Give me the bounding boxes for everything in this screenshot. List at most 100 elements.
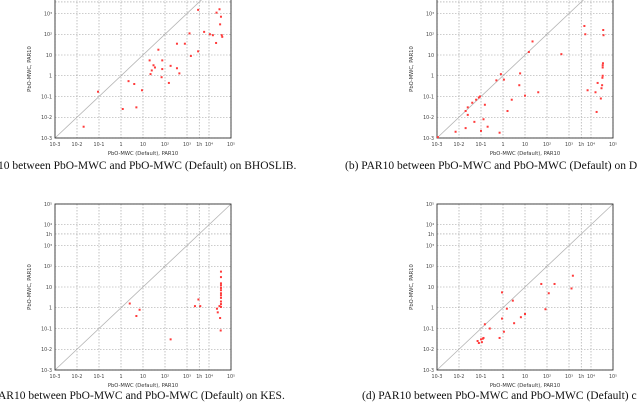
diagonal-line xyxy=(436,203,614,371)
svg-text:10⁵: 10⁵ xyxy=(609,142,617,148)
svg-text:10⁴: 10⁴ xyxy=(44,223,52,229)
caption-d: (d) PAR10 between PbO-MWC and PbO-MWC (D… xyxy=(362,390,637,402)
svg-text:10²: 10² xyxy=(426,32,434,38)
svg-text:10-3: 10-3 xyxy=(423,368,434,374)
svg-text:1h: 1h xyxy=(578,142,584,148)
svg-text:10-2: 10-2 xyxy=(41,115,52,121)
svg-text:10³: 10³ xyxy=(565,374,573,380)
svg-text:10: 10 xyxy=(46,285,52,291)
svg-text:10-3: 10-3 xyxy=(423,136,434,142)
svg-text:10²: 10² xyxy=(44,32,52,38)
svg-text:10⁵: 10⁵ xyxy=(609,374,617,380)
svg-text:10-2: 10-2 xyxy=(423,115,434,121)
svg-text:10: 10 xyxy=(428,285,434,291)
svg-text:10⁴: 10⁴ xyxy=(587,374,595,380)
svg-text:10-1: 10-1 xyxy=(41,94,52,100)
svg-text:10-3: 10-3 xyxy=(50,374,61,380)
svg-text:10⁵: 10⁵ xyxy=(44,202,52,208)
svg-text:10-1: 10-1 xyxy=(476,374,487,380)
svg-text:10³: 10³ xyxy=(183,142,191,148)
svg-text:1h: 1h xyxy=(196,374,202,380)
svg-text:10-3: 10-3 xyxy=(432,142,443,148)
svg-text:10³: 10³ xyxy=(426,243,434,249)
svg-text:10²: 10² xyxy=(543,374,551,380)
svg-text:10-2: 10-2 xyxy=(454,374,465,380)
svg-text:1: 1 xyxy=(431,74,434,80)
svg-text:10⁴: 10⁴ xyxy=(205,374,213,380)
chart-a-svg: 10-3 10-2 10-1 1 10 10² 10³ 1h 10⁴ 10⁵10-310-210-… xyxy=(27,0,236,157)
svg-text:10³: 10³ xyxy=(44,243,52,249)
y-axis-label: PbO-MWC, PAR10 xyxy=(409,46,415,92)
plot-frame xyxy=(54,203,232,371)
y-tick-labels: 10-3 10-2 10-1 1 10 10² 10³ 1h 10⁴ 10⁵ xyxy=(41,202,52,374)
diagonal-line xyxy=(54,203,232,371)
svg-text:1h: 1h xyxy=(196,142,202,148)
svg-text:1h: 1h xyxy=(46,232,52,238)
svg-text:1h: 1h xyxy=(578,374,584,380)
svg-text:1: 1 xyxy=(119,374,122,380)
svg-text:10²: 10² xyxy=(426,264,434,270)
svg-text:10-2: 10-2 xyxy=(72,142,83,148)
svg-text:10⁴: 10⁴ xyxy=(205,142,213,148)
svg-text:10: 10 xyxy=(140,374,146,380)
grid-lines xyxy=(54,0,232,139)
chart-d: 10-3 10-2 10-1 1 10 10² 10³ 1h 10⁴ 10⁵ 10-3 10-2 10-… xyxy=(320,190,640,390)
svg-text:10: 10 xyxy=(140,142,146,148)
svg-text:10-2: 10-2 xyxy=(454,142,465,148)
svg-text:10-1: 10-1 xyxy=(94,374,105,380)
caption-b: (b) PAR10 between PbO-MWC and PbO-MWC (D… xyxy=(345,160,638,172)
svg-text:10-2: 10-2 xyxy=(41,347,52,353)
svg-text:10-3: 10-3 xyxy=(41,368,52,374)
chart-c-svg: 10-3 10-2 10-1 1 10 10² 10³ 1h 10⁴ 10⁵10-310-210-… xyxy=(27,202,235,389)
caption-c: AR10 between PbO-MWC and PbO-MWC (Defaul… xyxy=(0,390,285,402)
svg-text:10-1: 10-1 xyxy=(94,142,105,148)
x-tick-labels: 10-3 10-2 10-1 1 10 10² 10³ 1h 10⁴ 10⁵ xyxy=(50,142,236,148)
svg-text:10²: 10² xyxy=(44,264,52,270)
plot-frame xyxy=(436,203,614,371)
svg-text:10-1: 10-1 xyxy=(476,142,487,148)
svg-text:10²: 10² xyxy=(161,374,169,380)
svg-text:10-2: 10-2 xyxy=(423,347,434,353)
svg-text:10⁵: 10⁵ xyxy=(227,374,235,380)
caption-a: 10 between PbO-MWC and PbO-MWC (Default)… xyxy=(0,160,297,172)
x-axis-label: PbO-MWC (Default), PAR10 xyxy=(490,151,560,157)
svg-text:10: 10 xyxy=(46,53,52,59)
grid-lines xyxy=(436,0,614,139)
y-tick-labels: 10-3 10-2 10-1 1 10 10² 10³ 1h 10⁴ 10⁵ xyxy=(423,202,434,374)
svg-text:10⁵: 10⁵ xyxy=(227,142,235,148)
x-axis-label: PbO-MWC (Default), PAR10 xyxy=(108,383,178,389)
chart-b: 10-3 10-2 10-1 1 10 10² 10³ 1h 10⁴ 10⁵ 10-3 10-2 10-… xyxy=(320,0,640,170)
svg-text:10: 10 xyxy=(522,142,528,148)
chart-a: 10-3 10-2 10-1 1 10 10² 10³ 1h 10⁴ 10⁵ 10-3 10-2 10-… xyxy=(0,0,320,170)
y-axis-label: PbO-MWC, PAR10 xyxy=(409,264,415,310)
svg-text:10²: 10² xyxy=(161,142,169,148)
svg-text:1: 1 xyxy=(501,142,504,148)
svg-text:10-1: 10-1 xyxy=(41,326,52,332)
chart-d-svg: 10-3 10-2 10-1 1 10 10² 10³ 1h 10⁴ 10⁵10-310-210-… xyxy=(409,202,618,389)
svg-text:1: 1 xyxy=(49,74,52,80)
svg-text:10-3: 10-3 xyxy=(50,142,61,148)
svg-text:10³: 10³ xyxy=(183,374,191,380)
svg-text:1h: 1h xyxy=(428,232,434,238)
svg-text:10⁵: 10⁵ xyxy=(426,202,434,208)
data-points xyxy=(82,8,224,128)
y-axis-label: PbO-MWC, PAR10 xyxy=(27,46,33,92)
svg-text:10²: 10² xyxy=(543,142,551,148)
svg-text:1: 1 xyxy=(119,142,122,148)
svg-text:1: 1 xyxy=(501,374,504,380)
svg-text:10: 10 xyxy=(522,374,528,380)
chart-b-svg: 10-3 10-2 10-1 1 10 10² 10³ 1h 10⁴ 10⁵10-310-210-… xyxy=(409,0,617,157)
plot-frame xyxy=(436,0,614,139)
data-points xyxy=(436,24,605,139)
data-points xyxy=(128,270,222,341)
svg-text:10⁴: 10⁴ xyxy=(587,142,595,148)
svg-text:10³: 10³ xyxy=(565,142,573,148)
y-axis-label: PbO-MWC, PAR10 xyxy=(27,264,33,310)
x-tick-labels: 10-3 10-2 10-1 1 10 10² 10³ 1h 10⁴ 10⁵ xyxy=(432,374,618,380)
svg-text:10-3: 10-3 xyxy=(432,374,443,380)
svg-text:10³: 10³ xyxy=(44,11,52,17)
svg-text:10-1: 10-1 xyxy=(423,326,434,332)
svg-text:10-3: 10-3 xyxy=(41,136,52,142)
x-axis-label: PbO-MWC (Default), PAR10 xyxy=(108,151,178,157)
y-tick-labels: 10-3 10-2 10-1 1 10 10² 10³ xyxy=(423,11,434,142)
